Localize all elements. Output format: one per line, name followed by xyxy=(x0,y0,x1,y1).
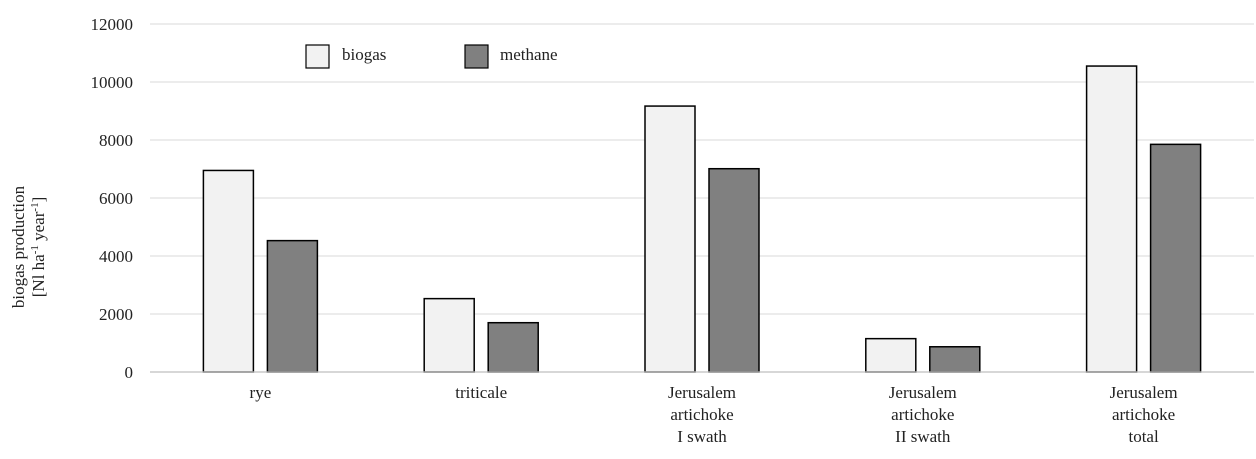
y-tick-label: 8000 xyxy=(99,131,133,150)
bar-biogas xyxy=(202,169,255,373)
x-axis-labels: rye triticale Jerusalem artichoke I swath Jer… xyxy=(250,383,1178,446)
x-tick-label: rye xyxy=(250,383,272,402)
x-tick-label: total xyxy=(1128,427,1158,446)
y-tick-label: 10000 xyxy=(91,73,134,92)
x-tick-label: triticale xyxy=(455,383,507,402)
y-tick-label: 12000 xyxy=(91,15,134,34)
legend: biogas methane xyxy=(305,44,558,69)
bar-biogas xyxy=(644,105,696,373)
x-tick-label: artichoke xyxy=(891,405,954,424)
legend-swatch-methane xyxy=(464,44,489,69)
x-tick-label: II swath xyxy=(895,427,951,446)
y-axis-label: biogas production [Nl ha-1 year-1] xyxy=(9,185,48,308)
bar-methane xyxy=(1149,143,1202,373)
y-axis-label-line1: biogas production xyxy=(9,185,28,308)
legend-swatch-biogas xyxy=(305,44,330,69)
bar-methane xyxy=(487,321,539,373)
x-tick-label: artichoke xyxy=(1112,405,1175,424)
bar-biogas xyxy=(423,297,475,373)
y-tick-label: 2000 xyxy=(99,305,133,324)
bar-methane xyxy=(266,239,319,373)
x-tick-label: Jerusalem xyxy=(1110,383,1178,402)
x-tick-label: Jerusalem xyxy=(668,383,736,402)
bar-methane xyxy=(929,346,981,373)
x-tick-label: Jerusalem xyxy=(889,383,957,402)
legend-label-biogas: biogas xyxy=(342,45,386,64)
y-axis-label-line2: [Nl ha-1 year-1] xyxy=(29,197,48,298)
gridlines xyxy=(150,23,1254,315)
bar-biogas xyxy=(865,337,917,373)
bars xyxy=(202,65,1202,373)
bar-methane xyxy=(708,167,760,373)
y-axis-ticks: 0 2000 4000 6000 8000 10000 12000 xyxy=(91,15,134,382)
x-tick-label: artichoke xyxy=(670,405,733,424)
y-tick-label: 0 xyxy=(125,363,134,382)
bar-biogas xyxy=(1085,65,1138,373)
x-tick-label: I swath xyxy=(677,427,727,446)
y-tick-label: 6000 xyxy=(99,189,133,208)
legend-label-methane: methane xyxy=(500,45,558,64)
y-tick-label: 4000 xyxy=(99,247,133,266)
